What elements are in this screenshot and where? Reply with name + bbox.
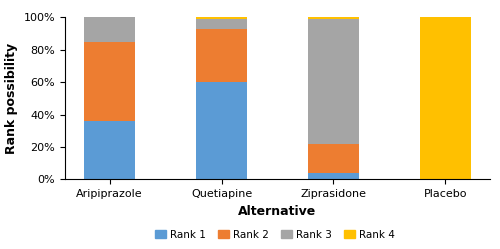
Bar — [308, 173, 358, 179]
Bar — [196, 17, 246, 19]
Bar — [196, 82, 246, 179]
Bar — [308, 17, 358, 19]
Bar — [196, 19, 246, 29]
Bar — [420, 17, 470, 179]
Bar — [84, 17, 134, 42]
Bar — [308, 19, 358, 144]
Bar — [84, 121, 134, 179]
Bar — [84, 42, 134, 121]
X-axis label: Alternative: Alternative — [238, 205, 316, 218]
Legend: Rank 1, Rank 2, Rank 3, Rank 4: Rank 1, Rank 2, Rank 3, Rank 4 — [151, 225, 399, 244]
Bar — [196, 29, 246, 82]
Bar — [308, 144, 358, 173]
Y-axis label: Rank possibility: Rank possibility — [5, 43, 18, 154]
